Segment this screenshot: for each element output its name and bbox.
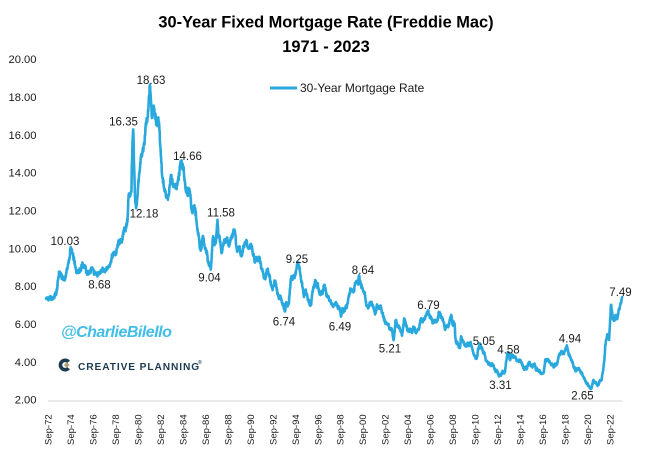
svg-text:Sep-08: Sep-08 — [448, 414, 459, 445]
svg-text:5.05: 5.05 — [473, 336, 495, 348]
svg-text:4.58: 4.58 — [497, 345, 519, 357]
svg-text:5.21: 5.21 — [379, 344, 401, 356]
svg-text:Sep-76: Sep-76 — [89, 414, 100, 445]
svg-text:CREATIVE PLANNING: CREATIVE PLANNING — [78, 362, 200, 373]
svg-text:16.00: 16.00 — [9, 130, 37, 142]
svg-text:16.35: 16.35 — [109, 117, 138, 129]
svg-text:30-Year Mortgage Rate: 30-Year Mortgage Rate — [300, 81, 425, 95]
svg-text:10.00: 10.00 — [9, 243, 37, 255]
svg-text:8.64: 8.64 — [352, 265, 375, 277]
svg-text:8.68: 8.68 — [88, 280, 110, 292]
svg-text:Sep-78: Sep-78 — [111, 414, 122, 445]
svg-text:7.49: 7.49 — [609, 287, 631, 299]
svg-text:8.00: 8.00 — [15, 281, 37, 293]
svg-text:Sep-82: Sep-82 — [156, 414, 167, 445]
svg-text:Sep-06: Sep-06 — [426, 414, 437, 445]
svg-text:Sep-10: Sep-10 — [471, 414, 482, 445]
svg-text:Sep-74: Sep-74 — [66, 414, 77, 445]
svg-text:9.04: 9.04 — [198, 273, 221, 285]
svg-text:Sep-72: Sep-72 — [44, 414, 55, 445]
svg-text:14.66: 14.66 — [173, 151, 202, 163]
svg-text:Sep-12: Sep-12 — [493, 414, 504, 445]
svg-text:12.18: 12.18 — [130, 209, 159, 221]
svg-text:4.94: 4.94 — [559, 334, 582, 346]
svg-text:Sep-80: Sep-80 — [133, 414, 144, 445]
svg-text:Sep-02: Sep-02 — [381, 414, 392, 445]
svg-text:®: ® — [198, 359, 202, 366]
svg-text:9.25: 9.25 — [286, 254, 308, 266]
svg-text:Sep-86: Sep-86 — [201, 414, 212, 445]
svg-text:12.00: 12.00 — [9, 206, 37, 218]
svg-text:Sep-92: Sep-92 — [268, 414, 279, 445]
svg-text:6.49: 6.49 — [329, 322, 351, 334]
svg-text:30-Year Fixed Mortgage Rate (F: 30-Year Fixed Mortgage Rate (Freddie Mac… — [158, 14, 493, 32]
svg-text:20.00: 20.00 — [9, 54, 37, 66]
svg-text:6.79: 6.79 — [417, 300, 439, 312]
svg-text:Sep-20: Sep-20 — [583, 414, 594, 445]
svg-text:18.00: 18.00 — [9, 92, 37, 104]
svg-text:Sep-88: Sep-88 — [223, 414, 234, 445]
svg-text:Sep-94: Sep-94 — [291, 414, 302, 445]
svg-text:6.74: 6.74 — [273, 317, 296, 329]
svg-text:6.00: 6.00 — [15, 319, 37, 331]
svg-text:1971 - 2023: 1971 - 2023 — [282, 38, 370, 56]
svg-text:Sep-18: Sep-18 — [561, 414, 572, 445]
svg-text:Sep-14: Sep-14 — [516, 414, 527, 445]
svg-text:10.03: 10.03 — [51, 236, 80, 248]
svg-text:4.00: 4.00 — [15, 357, 37, 369]
svg-text:Sep-22: Sep-22 — [606, 414, 617, 445]
svg-text:Sep-96: Sep-96 — [313, 414, 324, 445]
svg-text:Sep-90: Sep-90 — [246, 414, 257, 445]
svg-text:3.31: 3.31 — [489, 380, 511, 392]
svg-text:Sep-84: Sep-84 — [178, 414, 189, 445]
svg-text:2.00: 2.00 — [15, 395, 37, 407]
svg-text:Sep-16: Sep-16 — [538, 414, 549, 445]
svg-text:Sep-00: Sep-00 — [358, 414, 369, 445]
svg-text:@CharlieBilello: @CharlieBilello — [61, 324, 172, 341]
svg-text:18.63: 18.63 — [137, 75, 166, 87]
svg-text:Sep-04: Sep-04 — [403, 414, 414, 445]
svg-text:14.00: 14.00 — [9, 168, 37, 180]
svg-text:2.65: 2.65 — [571, 391, 593, 403]
svg-text:Sep-98: Sep-98 — [336, 414, 347, 445]
svg-text:11.58: 11.58 — [207, 208, 235, 220]
